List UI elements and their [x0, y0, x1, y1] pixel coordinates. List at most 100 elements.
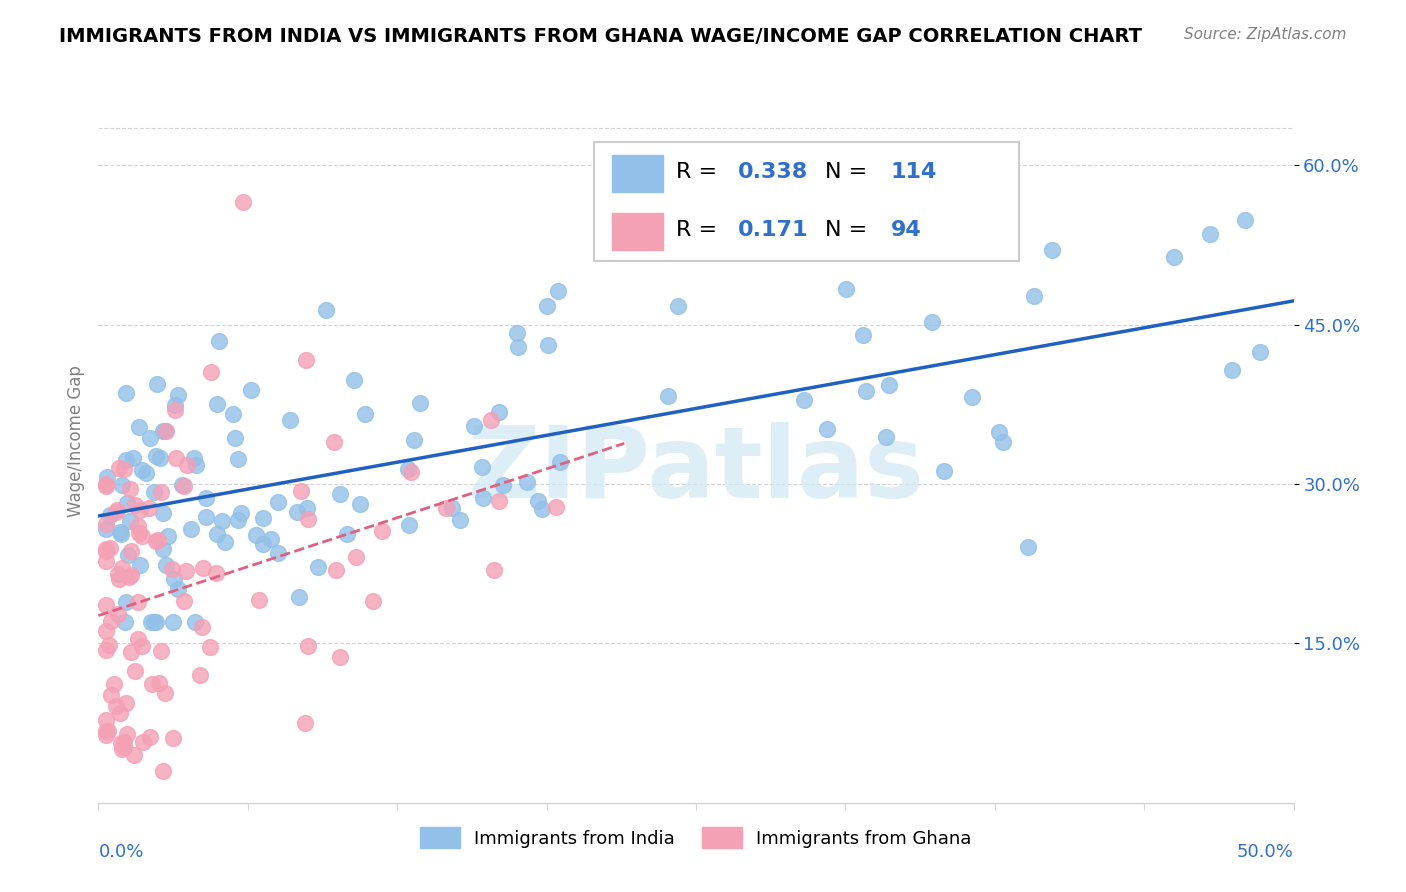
Point: [205, 397, 228, 411]
Point: [94, 598, 117, 612]
Text: 94: 94: [891, 219, 921, 240]
Point: [114, 453, 136, 467]
FancyBboxPatch shape: [595, 142, 1019, 260]
Point: [191, 619, 214, 633]
Point: [110, 527, 132, 541]
Point: [138, 431, 160, 445]
Point: [188, 667, 211, 681]
Point: [120, 567, 142, 582]
Point: [852, 328, 875, 343]
Point: [146, 376, 169, 391]
Text: N =: N =: [825, 219, 875, 240]
Point: [128, 420, 150, 434]
Point: [127, 519, 149, 533]
Point: [124, 747, 146, 762]
Point: [537, 337, 560, 351]
Point: [103, 676, 125, 690]
Point: [94, 541, 117, 556]
Point: [107, 572, 129, 586]
Point: [544, 500, 567, 515]
Point: [793, 393, 815, 408]
Point: [167, 582, 190, 596]
Point: [229, 506, 252, 520]
Point: [96, 470, 118, 484]
Point: [120, 544, 142, 558]
Point: [94, 543, 117, 558]
Point: [371, 524, 394, 538]
Point: [115, 727, 138, 741]
Point: [479, 413, 502, 427]
Point: [112, 735, 135, 749]
Point: [214, 535, 236, 549]
Point: [138, 501, 160, 516]
Point: [118, 570, 141, 584]
Text: 0.171: 0.171: [738, 219, 808, 240]
Point: [297, 512, 319, 526]
Point: [1199, 227, 1222, 242]
Point: [97, 724, 120, 739]
Text: 0.0%: 0.0%: [98, 843, 143, 861]
Point: [111, 561, 134, 575]
Point: [94, 643, 117, 657]
Point: [152, 425, 174, 439]
Point: [440, 500, 463, 515]
Point: [548, 455, 571, 469]
Point: [112, 740, 135, 755]
Text: R =: R =: [676, 219, 724, 240]
Point: [146, 533, 169, 547]
Point: [94, 554, 117, 568]
Point: [1022, 289, 1045, 303]
Point: [153, 686, 176, 700]
Point: [94, 522, 117, 536]
Point: [449, 513, 471, 527]
Point: [110, 736, 132, 750]
Point: [353, 408, 375, 422]
Point: [149, 644, 172, 658]
Point: [205, 566, 228, 580]
Point: [143, 485, 166, 500]
Point: [240, 384, 263, 398]
Point: [536, 299, 558, 313]
Point: [131, 529, 153, 543]
Point: [111, 478, 134, 492]
Point: [290, 483, 312, 498]
Point: [278, 412, 301, 426]
Point: [508, 340, 530, 354]
Point: [815, 422, 838, 436]
Point: [115, 496, 138, 510]
Point: [1249, 345, 1271, 359]
Point: [434, 501, 457, 516]
Point: [260, 533, 283, 547]
Point: [172, 477, 194, 491]
Point: [527, 493, 550, 508]
Point: [94, 724, 117, 739]
Point: [471, 459, 494, 474]
Point: [124, 664, 146, 678]
Point: [1017, 541, 1039, 555]
Point: [398, 518, 420, 533]
Text: Source: ZipAtlas.com: Source: ZipAtlas.com: [1184, 27, 1347, 42]
Point: [245, 528, 267, 542]
Point: [94, 477, 117, 491]
Point: [987, 425, 1010, 439]
Point: [329, 649, 352, 664]
Point: [315, 302, 337, 317]
Point: [463, 419, 485, 434]
Point: [323, 434, 346, 449]
Point: [183, 450, 205, 465]
Point: [145, 534, 167, 549]
Point: [107, 607, 129, 621]
Point: [145, 615, 167, 630]
Point: [506, 326, 529, 340]
Point: [127, 595, 149, 609]
Point: [344, 550, 367, 565]
Point: [165, 451, 187, 466]
Point: [855, 384, 877, 398]
Point: [122, 450, 145, 465]
Point: [139, 615, 162, 630]
Point: [98, 508, 121, 523]
Point: [657, 389, 679, 403]
Point: [325, 563, 347, 577]
Text: 0.338: 0.338: [738, 162, 808, 182]
Point: [516, 475, 538, 489]
